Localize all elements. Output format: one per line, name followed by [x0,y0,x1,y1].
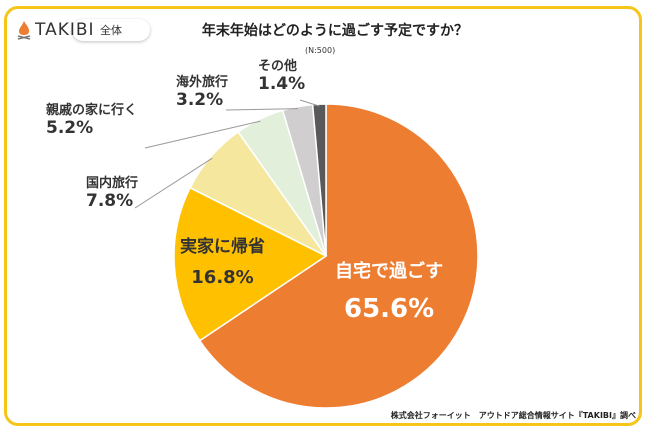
label-kaigai: 海外旅行 3.2% [176,75,229,110]
label-kokunai: 国内旅行 7.8% [86,176,139,211]
label-shinseki: 親戚の家に行く 5.2% [46,103,138,138]
label-sonota: その他 1.4% [258,59,306,94]
pie-slice [311,103,327,257]
leader-line [299,99,320,107]
brand-name: TAKIBI [35,20,95,40]
filter-badge[interactable]: 全体 [72,19,150,41]
chart-title: 年末年始はどのように過ごす予定ですか？ [201,23,469,39]
leader-line [144,120,261,149]
pie-slice [198,103,479,409]
sample-size: (N:500) [305,46,336,55]
campfire-icon [17,21,31,40]
source-footer: 株式会社フォーイット アウトドア総合情報サイト『TAKIBI』調べ [390,411,636,420]
label-jitaku: 自宅で過ごす 65.6% [335,261,444,324]
brand-logo: TAKIBI [16,20,95,40]
leader-line [225,108,298,111]
pie-slice [173,186,328,342]
leader-line [134,157,213,209]
label-jikka: 実家に帰省 16.8% [180,237,265,288]
chart-frame [4,6,642,426]
